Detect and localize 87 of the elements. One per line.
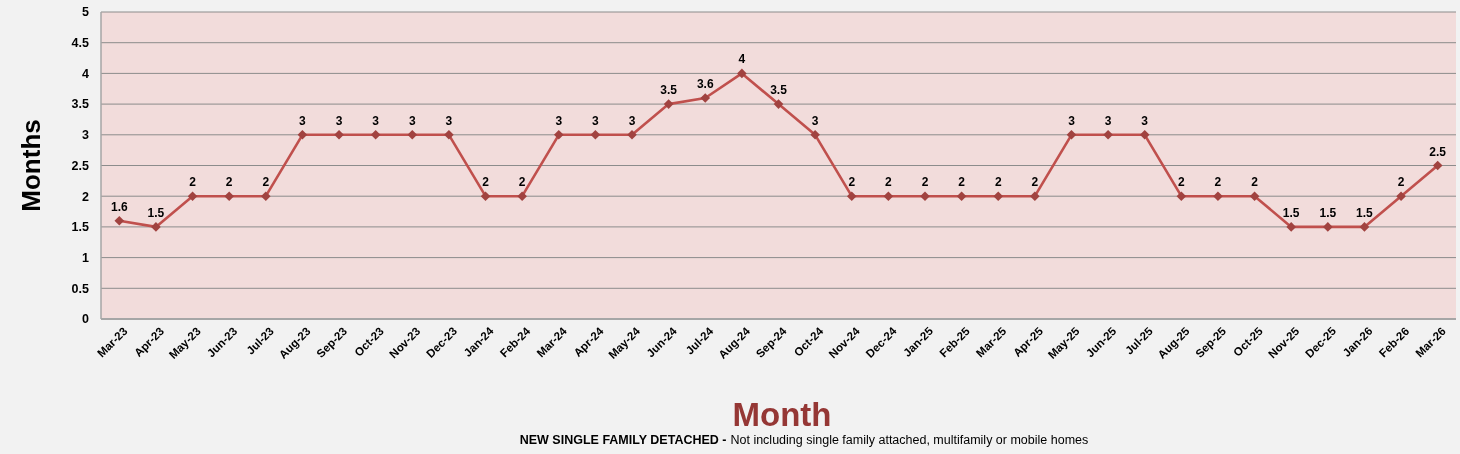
y-tick-label: 2.5 — [71, 158, 90, 173]
point — [1323, 222, 1333, 232]
data-label: 2 — [1251, 175, 1259, 190]
data-label: 3 — [811, 113, 819, 128]
data-label: 3 — [1104, 113, 1112, 128]
point — [1213, 191, 1223, 201]
data-label: 2 — [262, 175, 270, 190]
data-label: 2 — [994, 175, 1002, 190]
y-tick-label: 0.5 — [71, 281, 90, 296]
point — [737, 68, 747, 79]
point — [700, 93, 711, 103]
y-tick-label: 1 — [82, 250, 90, 265]
data-label: 1.5 — [1282, 205, 1300, 220]
point — [920, 191, 930, 201]
data-label: 3 — [299, 113, 307, 128]
point — [1066, 130, 1077, 140]
data-label: 1.6 — [110, 199, 128, 214]
point — [297, 130, 308, 140]
y-tick-label: 4.5 — [71, 36, 90, 51]
data-label: 3.5 — [660, 83, 678, 98]
data-label: 2 — [1214, 175, 1222, 190]
text: Not including single family attached, multifamily or mobile homes — [730, 433, 1089, 448]
data-label: 3 — [1141, 113, 1149, 128]
y-tick-label: 2 — [82, 189, 90, 204]
point — [663, 99, 674, 109]
point — [956, 191, 967, 201]
point — [480, 191, 491, 201]
point — [114, 215, 125, 226]
data-label: 2 — [189, 175, 197, 190]
data-label: 3.5 — [770, 83, 788, 98]
point — [224, 191, 234, 201]
data-label: 3 — [1068, 113, 1076, 128]
x-axis-title: Month — [732, 396, 832, 433]
point — [590, 130, 601, 140]
data-label: 3 — [335, 113, 343, 128]
data-label: 2 — [1397, 175, 1405, 190]
y-tick-label: 1.5 — [71, 220, 90, 235]
y-tick-label: 5 — [82, 5, 90, 20]
point — [407, 130, 418, 140]
point — [1396, 191, 1406, 201]
data-label: 2 — [482, 175, 490, 190]
y-tick-label: 3.5 — [71, 97, 90, 112]
point — [1139, 130, 1150, 140]
data-label: 2 — [848, 175, 856, 190]
data-label: 4 — [738, 52, 746, 67]
data-label: 3 — [408, 113, 416, 128]
data-label: 2 — [1031, 175, 1039, 190]
point — [553, 130, 564, 140]
data-label: 2.5 — [1429, 144, 1447, 159]
point — [1249, 191, 1260, 201]
point — [334, 130, 344, 140]
point — [993, 191, 1004, 201]
point — [1030, 191, 1040, 201]
data-label: 2 — [518, 175, 526, 190]
y-tick-label: 4 — [82, 66, 90, 81]
point — [370, 130, 381, 140]
data-label: 3 — [445, 113, 453, 128]
point — [517, 191, 527, 201]
data-label: 2 — [225, 175, 233, 190]
point — [444, 130, 454, 140]
data-label: 1.5 — [1356, 205, 1374, 220]
data-label: 3 — [555, 113, 563, 128]
data-label: 3 — [628, 113, 636, 128]
point — [773, 99, 784, 109]
data-label: 2 — [1177, 175, 1185, 190]
point — [1359, 222, 1370, 232]
text: NEW SINGLE FAMILY DETACHED - — [519, 433, 727, 448]
point — [810, 130, 820, 140]
point — [1176, 191, 1187, 201]
point — [187, 191, 198, 201]
point — [1103, 130, 1113, 140]
data-label: 3 — [592, 113, 600, 128]
data-label: 2 — [885, 175, 893, 190]
y-axis-title: Months — [16, 119, 46, 212]
point — [846, 191, 857, 201]
data-label: 2 — [921, 175, 929, 190]
point — [1286, 222, 1296, 232]
point — [883, 191, 894, 201]
data-label: 3.6 — [696, 76, 714, 91]
data-label: 2 — [958, 175, 966, 190]
data-label: 1.5 — [1319, 205, 1337, 220]
y-tick-label: 3 — [82, 128, 90, 143]
point — [261, 191, 271, 201]
y-tick-label: 0 — [82, 312, 90, 327]
data-label: 1.5 — [147, 205, 165, 220]
point — [627, 130, 637, 140]
data-label: 3 — [372, 113, 380, 128]
